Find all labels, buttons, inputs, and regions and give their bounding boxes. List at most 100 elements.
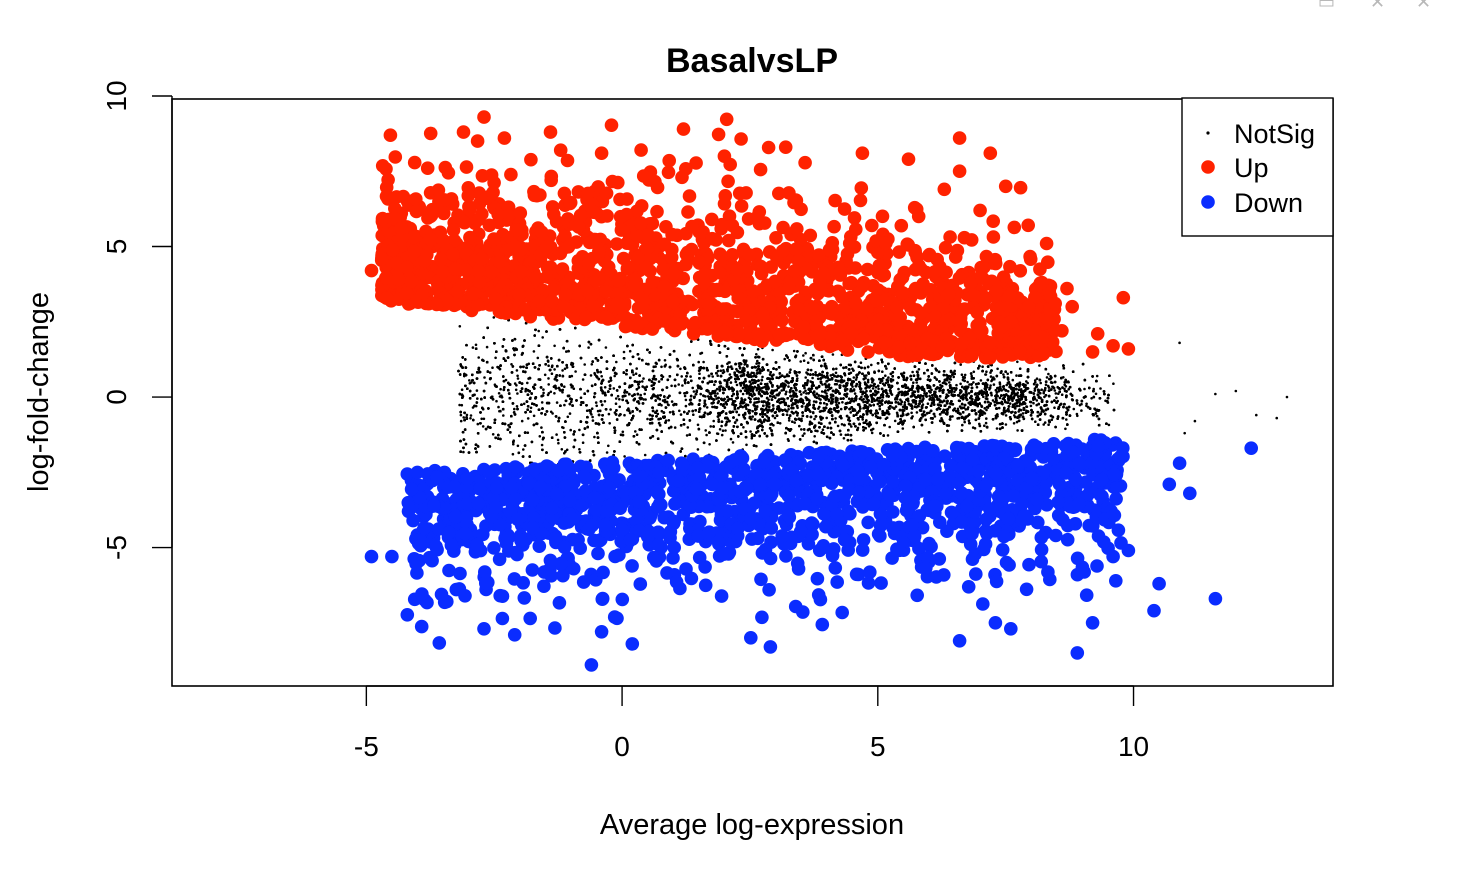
notsig-point: [607, 444, 610, 448]
notsig-point: [1080, 409, 1083, 412]
notsig-point: [729, 381, 733, 384]
notsig-point: [741, 405, 744, 409]
notsig-point: [720, 424, 723, 428]
notsig-point: [692, 413, 695, 417]
notsig-point: [966, 406, 970, 409]
notsig-point: [1062, 376, 1065, 379]
notsig-point: [1004, 414, 1008, 417]
notsig-point: [972, 370, 976, 374]
notsig-point: [756, 348, 760, 351]
notsig-point: [510, 363, 513, 366]
notsig-point: [877, 387, 880, 391]
notsig-point: [953, 369, 956, 373]
notsig-point: [816, 429, 819, 433]
notsig-point: [516, 392, 519, 395]
notsig-point: [928, 411, 931, 415]
notsig-point: [820, 409, 823, 413]
notsig-point: [822, 401, 826, 405]
notsig-point: [698, 372, 701, 376]
notsig-point: [645, 362, 648, 366]
notsig-point: [1033, 379, 1037, 382]
notsig-point: [751, 415, 754, 418]
notsig-point: [963, 373, 967, 377]
notsig-point: [679, 413, 683, 416]
notsig-point: [565, 366, 569, 369]
notsig-point: [1060, 393, 1064, 397]
notsig-point: [547, 377, 550, 380]
notsig-point: [570, 374, 574, 378]
notsig-point: [635, 367, 638, 370]
notsig-point: [861, 418, 864, 421]
notsig-point: [1032, 401, 1035, 405]
notsig-point: [731, 441, 735, 444]
notsig-point: [886, 434, 890, 437]
notsig-point: [846, 433, 850, 437]
notsig-point: [632, 373, 635, 377]
notsig-point: [1015, 374, 1018, 377]
notsig-point: [914, 396, 918, 399]
notsig-point: [581, 441, 585, 445]
notsig-point: [852, 376, 856, 379]
notsig-point: [830, 410, 833, 414]
notsig-point: [618, 398, 621, 401]
notsig-point: [1011, 378, 1015, 382]
notsig-point: [678, 409, 681, 413]
notsig-point: [593, 435, 596, 439]
notsig-point: [707, 397, 711, 401]
notsig-point: [1012, 422, 1016, 425]
notsig-point: [1034, 420, 1037, 424]
notsig-point: [945, 393, 948, 396]
notsig-point: [522, 402, 526, 406]
notsig-point: [608, 422, 611, 425]
notsig-point: [750, 436, 754, 440]
notsig-point: [821, 428, 825, 432]
notsig-point: [953, 390, 956, 394]
notsig-point: [511, 452, 515, 456]
notsig-point: [806, 361, 810, 365]
notsig-point: [749, 430, 752, 433]
notsig-point: [522, 448, 525, 451]
notsig-point: [753, 401, 756, 405]
close-icon[interactable]: ✕: [1370, 0, 1386, 13]
close-icon[interactable]: ✕: [1416, 0, 1432, 13]
notsig-point: [708, 443, 711, 446]
notsig-point: [468, 379, 471, 382]
notsig-point: [735, 390, 739, 393]
notsig-point: [600, 375, 603, 378]
notsig-point: [471, 346, 475, 349]
notsig-point: [989, 384, 992, 387]
notsig-point: [809, 368, 813, 372]
notsig-point: [1005, 383, 1008, 387]
notsig-point: [1029, 404, 1033, 408]
notsig-point: [796, 414, 799, 417]
notsig-point: [853, 392, 857, 395]
notsig-point: [1042, 423, 1045, 426]
notsig-point: [787, 408, 790, 411]
notsig-point: [641, 385, 644, 388]
notsig-point: [895, 411, 899, 415]
notsig-point: [686, 426, 690, 429]
notsig-point: [861, 372, 864, 376]
notsig-point: [1026, 381, 1029, 385]
notsig-point: [870, 363, 873, 367]
notsig-point: [949, 378, 953, 381]
notsig-point: [692, 390, 696, 393]
notsig-point: [778, 422, 782, 425]
notsig-point: [1038, 364, 1041, 367]
notsig-point: [499, 387, 502, 391]
notsig-point: [912, 381, 915, 385]
restore-icon[interactable]: ▭: [1318, 0, 1336, 13]
notsig-point: [1078, 403, 1082, 407]
notsig-point: [458, 403, 461, 407]
notsig-point: [639, 393, 642, 397]
notsig-point: [565, 448, 569, 452]
notsig-point: [999, 385, 1002, 388]
notsig-point: [563, 385, 566, 389]
notsig-point: [862, 400, 865, 404]
notsig-point: [655, 409, 659, 413]
notsig-point: [560, 448, 564, 451]
notsig-point: [981, 365, 984, 369]
notsig-point: [476, 397, 479, 400]
notsig-point: [978, 424, 982, 428]
notsig-point: [460, 403, 464, 407]
